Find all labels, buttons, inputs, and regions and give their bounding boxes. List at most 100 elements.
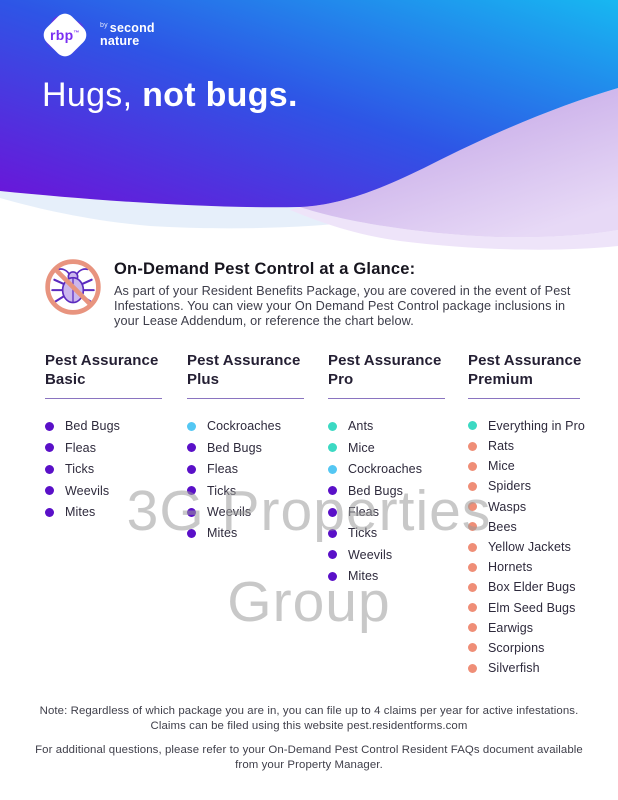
title-underline bbox=[45, 397, 162, 399]
bullet-icon bbox=[468, 441, 477, 451]
pest-label: Cockroaches bbox=[207, 419, 282, 434]
package-title: Pest Assurance Pro bbox=[328, 352, 442, 388]
pest-item: Ticks bbox=[187, 480, 328, 501]
pest-item: Fleas bbox=[187, 459, 328, 480]
pest-item: Box Elder Bugs bbox=[468, 577, 585, 597]
rbp-logo-icon: rbp™ bbox=[39, 9, 91, 61]
bullet-icon bbox=[328, 550, 337, 560]
pest-item: Weevils bbox=[45, 480, 187, 501]
pest-item: Silverfish bbox=[468, 658, 585, 678]
hero-header: rbp™ by second nature Hugs, not bugs. bbox=[0, 0, 618, 250]
pest-label: Mites bbox=[348, 569, 379, 584]
pest-item: Mites bbox=[187, 523, 328, 544]
bullet-icon bbox=[468, 502, 477, 512]
pest-item: Hornets bbox=[468, 557, 585, 577]
pest-item: Cockroaches bbox=[328, 459, 468, 480]
pest-label: Yellow Jackets bbox=[488, 540, 571, 554]
pest-label: Earwigs bbox=[488, 620, 534, 635]
pest-list: Bed Bugs Fleas Ticks Weevils Mites bbox=[45, 416, 187, 523]
intro-section: On-Demand Pest Control at a Glance: As p… bbox=[44, 258, 578, 329]
bullet-icon bbox=[45, 507, 54, 517]
no-bugs-icon bbox=[45, 259, 101, 315]
bullet-icon bbox=[187, 507, 196, 517]
trademark-mark: ™ bbox=[73, 30, 80, 37]
pest-label: Bed Bugs bbox=[207, 440, 263, 455]
pest-label: Ants bbox=[348, 419, 374, 434]
pest-item: Ticks bbox=[45, 459, 187, 480]
pest-item: Spiders bbox=[468, 476, 585, 496]
pest-label: Silverfish bbox=[488, 661, 540, 676]
pest-label: Weevils bbox=[207, 505, 252, 520]
second-nature-byline: by second nature bbox=[100, 22, 155, 48]
bullet-icon bbox=[328, 571, 337, 581]
pest-item: Mice bbox=[468, 456, 585, 476]
pest-label: Wasps bbox=[488, 499, 527, 514]
bullet-icon bbox=[45, 486, 54, 496]
byline-by: by bbox=[100, 22, 108, 30]
pest-label: Bees bbox=[488, 519, 517, 534]
pest-label: Bed Bugs bbox=[65, 419, 121, 434]
intro-body: As part of your Resident Benefits Packag… bbox=[114, 284, 571, 328]
pest-label: Rats bbox=[488, 439, 515, 454]
bullet-icon bbox=[468, 562, 477, 572]
package-column-plus: Pest Assurance Plus Cockroaches Bed Bugs Fle… bbox=[187, 352, 328, 678]
logo-card: rbp™ bbox=[39, 9, 91, 61]
bullet-icon bbox=[328, 528, 337, 538]
hero-wave-graphic bbox=[0, 0, 618, 250]
bullet-icon bbox=[187, 486, 196, 496]
bullet-icon bbox=[328, 421, 337, 431]
claims-website-text: Claims can be filed using this website p… bbox=[150, 720, 468, 733]
bullet-icon bbox=[468, 663, 477, 673]
pest-label: Mice bbox=[348, 440, 375, 455]
byline-second: second bbox=[109, 21, 155, 36]
pest-label: Cockroaches bbox=[348, 462, 423, 477]
package-title: Pest Assurance Plus bbox=[187, 352, 301, 388]
pest-item: Mice bbox=[328, 437, 468, 458]
brand-lockup: rbp™ by second nature bbox=[39, 9, 155, 61]
bullet-icon bbox=[468, 481, 477, 491]
pest-label: Mites bbox=[207, 526, 238, 541]
pest-label: Scorpions bbox=[488, 640, 545, 655]
intro-heading: On-Demand Pest Control at a Glance: bbox=[114, 260, 416, 278]
bullet-icon bbox=[468, 421, 477, 431]
pest-item: Rats bbox=[468, 436, 585, 456]
title-underline bbox=[468, 397, 580, 399]
bullet-icon bbox=[45, 464, 54, 474]
pest-item: Earwigs bbox=[468, 618, 585, 638]
bullet-icon bbox=[468, 522, 477, 532]
pest-item: Mites bbox=[328, 566, 468, 587]
pest-item: Bed Bugs bbox=[45, 416, 187, 437]
bullet-icon bbox=[328, 486, 337, 496]
pest-item: Cockroaches bbox=[187, 416, 328, 437]
package-column-premium: Pest Assurance Premium Everything in Pro Ra… bbox=[468, 352, 585, 678]
pest-label: Fleas bbox=[348, 505, 380, 520]
bullet-icon bbox=[328, 443, 337, 453]
pest-label: Box Elder Bugs bbox=[488, 580, 576, 595]
pest-label: Hornets bbox=[488, 560, 533, 575]
pest-item: Elm Seed Bugs bbox=[468, 597, 585, 617]
pest-item: Weevils bbox=[328, 544, 468, 565]
package-column-pro: Pest Assurance Pro Ants Mice Cockroaches Bed … bbox=[328, 352, 468, 678]
pest-item: Bed Bugs bbox=[187, 437, 328, 458]
pest-item: Everything in Pro bbox=[468, 416, 585, 436]
bullet-icon bbox=[468, 461, 477, 471]
pest-item: Bed Bugs bbox=[328, 480, 468, 501]
bullet-icon bbox=[468, 623, 477, 633]
pest-list: Ants Mice Cockroaches Bed Bugs Fleas Ticks Wee… bbox=[328, 416, 468, 587]
pest-label: Bed Bugs bbox=[348, 483, 404, 498]
pest-item: Scorpions bbox=[468, 638, 585, 658]
pest-label: Weevils bbox=[65, 483, 110, 498]
footnotes: Note: Regardless of which package you ar… bbox=[25, 704, 593, 773]
pest-label: Spiders bbox=[488, 479, 532, 494]
hero-title: Hugs, not bugs. bbox=[42, 76, 298, 115]
bullet-icon bbox=[187, 528, 196, 538]
pest-item: Ticks bbox=[328, 523, 468, 544]
title-underline bbox=[187, 397, 304, 399]
faq-note-line2: from your Property Manager. bbox=[235, 759, 383, 772]
bullet-icon bbox=[187, 464, 196, 474]
intro-text-block: On-Demand Pest Control at a Glance: As p… bbox=[114, 258, 578, 329]
title-underline bbox=[328, 397, 445, 399]
pest-list: Everything in Pro Rats Mice Spiders Wasps Bee… bbox=[468, 416, 585, 678]
faq-note-line1: For additional questions, please refer t… bbox=[35, 744, 583, 757]
